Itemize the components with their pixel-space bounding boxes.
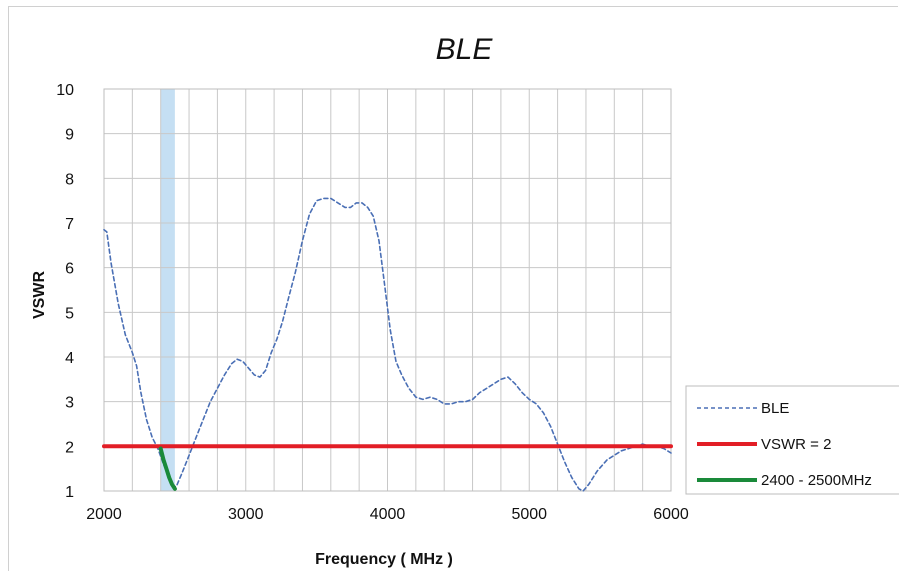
legend-label-0: BLE bbox=[761, 400, 789, 417]
x-tick-label-0: 2000 bbox=[86, 506, 122, 523]
x-tick-label-3: 5000 bbox=[511, 506, 547, 523]
y-tick-label-1: 2 bbox=[65, 439, 74, 456]
legend-label-1: VSWR = 2 bbox=[761, 436, 831, 453]
y-tick-label-5: 6 bbox=[65, 261, 74, 278]
chart-area: 1 2 3 4 5 6 7 8 9 10 2000 3000 4000 5000 6000 BLE Freq… bbox=[8, 6, 899, 571]
chart-title: BLE bbox=[436, 33, 494, 66]
y-tick-label-8: 9 bbox=[65, 127, 74, 144]
y-tick-label-2: 3 bbox=[65, 395, 74, 412]
legend-box bbox=[685, 385, 899, 495]
legend-label-2: 2400 - 2500MHz bbox=[761, 472, 872, 489]
plot-border bbox=[103, 88, 672, 492]
y-axis-label: VSWR bbox=[31, 271, 48, 319]
legend-items: BLE VSWR = 2 2400 - 2500MHz bbox=[697, 400, 872, 489]
y-tick-label-9: 10 bbox=[56, 82, 74, 99]
series-line-0 bbox=[103, 197, 672, 492]
vswr-chart: 1 2 3 4 5 6 7 8 9 10 2000 3000 4000 5000 6000 BLE Freq… bbox=[31, 33, 899, 568]
y-tick-label-6: 7 bbox=[65, 216, 74, 233]
x-axis-label: Frequency ( MHz ) bbox=[315, 551, 453, 568]
tick-labels: 1 2 3 4 5 6 7 8 9 10 2000 3000 4000 5000 6000 bbox=[56, 82, 689, 523]
series-layer bbox=[102, 197, 673, 492]
y-tick-label-3: 4 bbox=[65, 350, 74, 367]
x-tick-label-2: 4000 bbox=[370, 506, 406, 523]
legend: BLE VSWR = 2 2400 - 2500MHz bbox=[685, 385, 899, 495]
series-line-2 bbox=[158, 446, 177, 491]
gridlines bbox=[103, 88, 672, 492]
frequency-band-highlight bbox=[160, 89, 175, 491]
y-tick-label-0: 1 bbox=[65, 484, 74, 501]
band-layer bbox=[160, 89, 175, 491]
y-tick-label-4: 5 bbox=[65, 305, 74, 322]
x-tick-label-1: 3000 bbox=[228, 506, 264, 523]
x-tick-label-4: 6000 bbox=[653, 506, 689, 523]
y-tick-label-7: 8 bbox=[65, 171, 74, 188]
